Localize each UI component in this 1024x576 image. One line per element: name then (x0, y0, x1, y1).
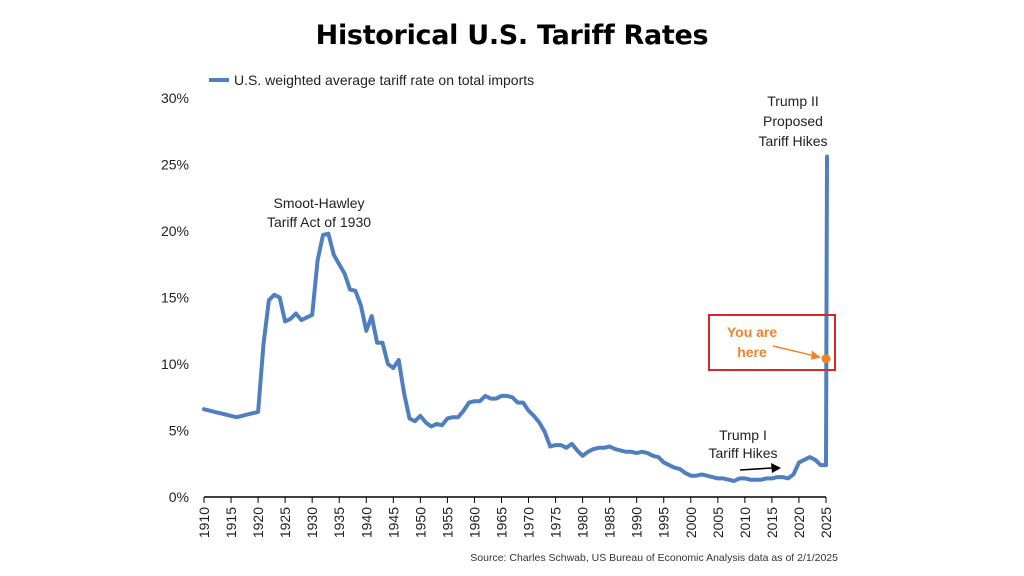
y-tick-label: 10% (161, 356, 189, 372)
y-tick-label: 0% (169, 489, 189, 505)
y-axis: 0% 5% 10% 15% 20% 25% 30% (161, 90, 189, 505)
page-title: Historical U.S. Tariff Rates (315, 20, 709, 51)
x-tick-label: 1980 (575, 507, 591, 538)
x-tick-label: 1995 (656, 507, 672, 538)
x-tick-label: 1985 (602, 507, 618, 538)
annotation-trump-ii: Proposed (763, 113, 823, 129)
x-tick-label: 1965 (493, 507, 509, 538)
series-layer (202, 154, 829, 483)
x-tick-label: 1975 (548, 507, 564, 538)
trump-i-arrow-line (739, 467, 773, 471)
you-are-here-arrow (772, 345, 819, 358)
x-axis: 1910 1915 1920 1925 1930 1935 1940 1945 1950 1955… (196, 496, 834, 538)
trump-i-arrowhead (771, 463, 781, 473)
x-tick-label: 2000 (683, 507, 699, 538)
x-tick-label: 1915 (223, 507, 239, 538)
x-tick-label: 2010 (737, 507, 753, 538)
legend-label: U.S. weighted average tariff rate on tot… (234, 72, 534, 88)
you-are-here-marker (821, 354, 831, 364)
you-are-here-box (708, 314, 836, 371)
x-tick-label: 2005 (710, 507, 726, 538)
x-tick-label: 2015 (764, 507, 780, 538)
x-tick-label: 1925 (277, 507, 293, 538)
y-tick-label: 25% (161, 157, 189, 173)
x-tick-label: 1990 (629, 507, 645, 538)
y-tick-label: 30% (161, 90, 189, 106)
annotation-you-are-here: here (737, 344, 767, 360)
x-tick-label: 2020 (791, 507, 807, 538)
x-tick-label: 1930 (304, 507, 320, 538)
series-line (202, 154, 829, 483)
x-tick-label: 1910 (196, 507, 212, 538)
source-note: Source: Charles Schwab, US Bureau of Eco… (470, 552, 838, 564)
x-tick-label: 1950 (412, 507, 428, 538)
x-tick-label: 1960 (466, 507, 482, 538)
y-tick-label: 15% (161, 290, 189, 306)
annotation-trump-ii: Trump II (767, 93, 819, 109)
annotation-smoot-hawley: Tariff Act of 1930 (267, 214, 371, 230)
x-tick-label: 1920 (250, 507, 266, 538)
x-tick-label: 1970 (521, 507, 537, 538)
x-tick-label: 1935 (331, 507, 347, 538)
you-are-here-arrowhead (811, 350, 821, 360)
x-tick-label: 1955 (439, 507, 455, 538)
x-tick-label: 2025 (818, 507, 834, 538)
annotation-trump-i: Tariff Hikes (709, 445, 778, 461)
annotation-you-are-here: You are (727, 324, 778, 340)
annotation-layer: Smoot-Hawley Tariff Act of 1930 Trump II Pr… (267, 93, 836, 473)
annotation-trump-ii: Tariff Hikes (759, 133, 828, 149)
x-tick-label: 1940 (358, 507, 374, 538)
y-tick-label: 20% (161, 223, 189, 239)
y-tick-label: 5% (169, 423, 189, 439)
x-tick-label: 1945 (385, 507, 401, 538)
annotation-trump-i: Trump I (719, 427, 767, 443)
annotation-smoot-hawley: Smoot-Hawley (273, 195, 364, 211)
